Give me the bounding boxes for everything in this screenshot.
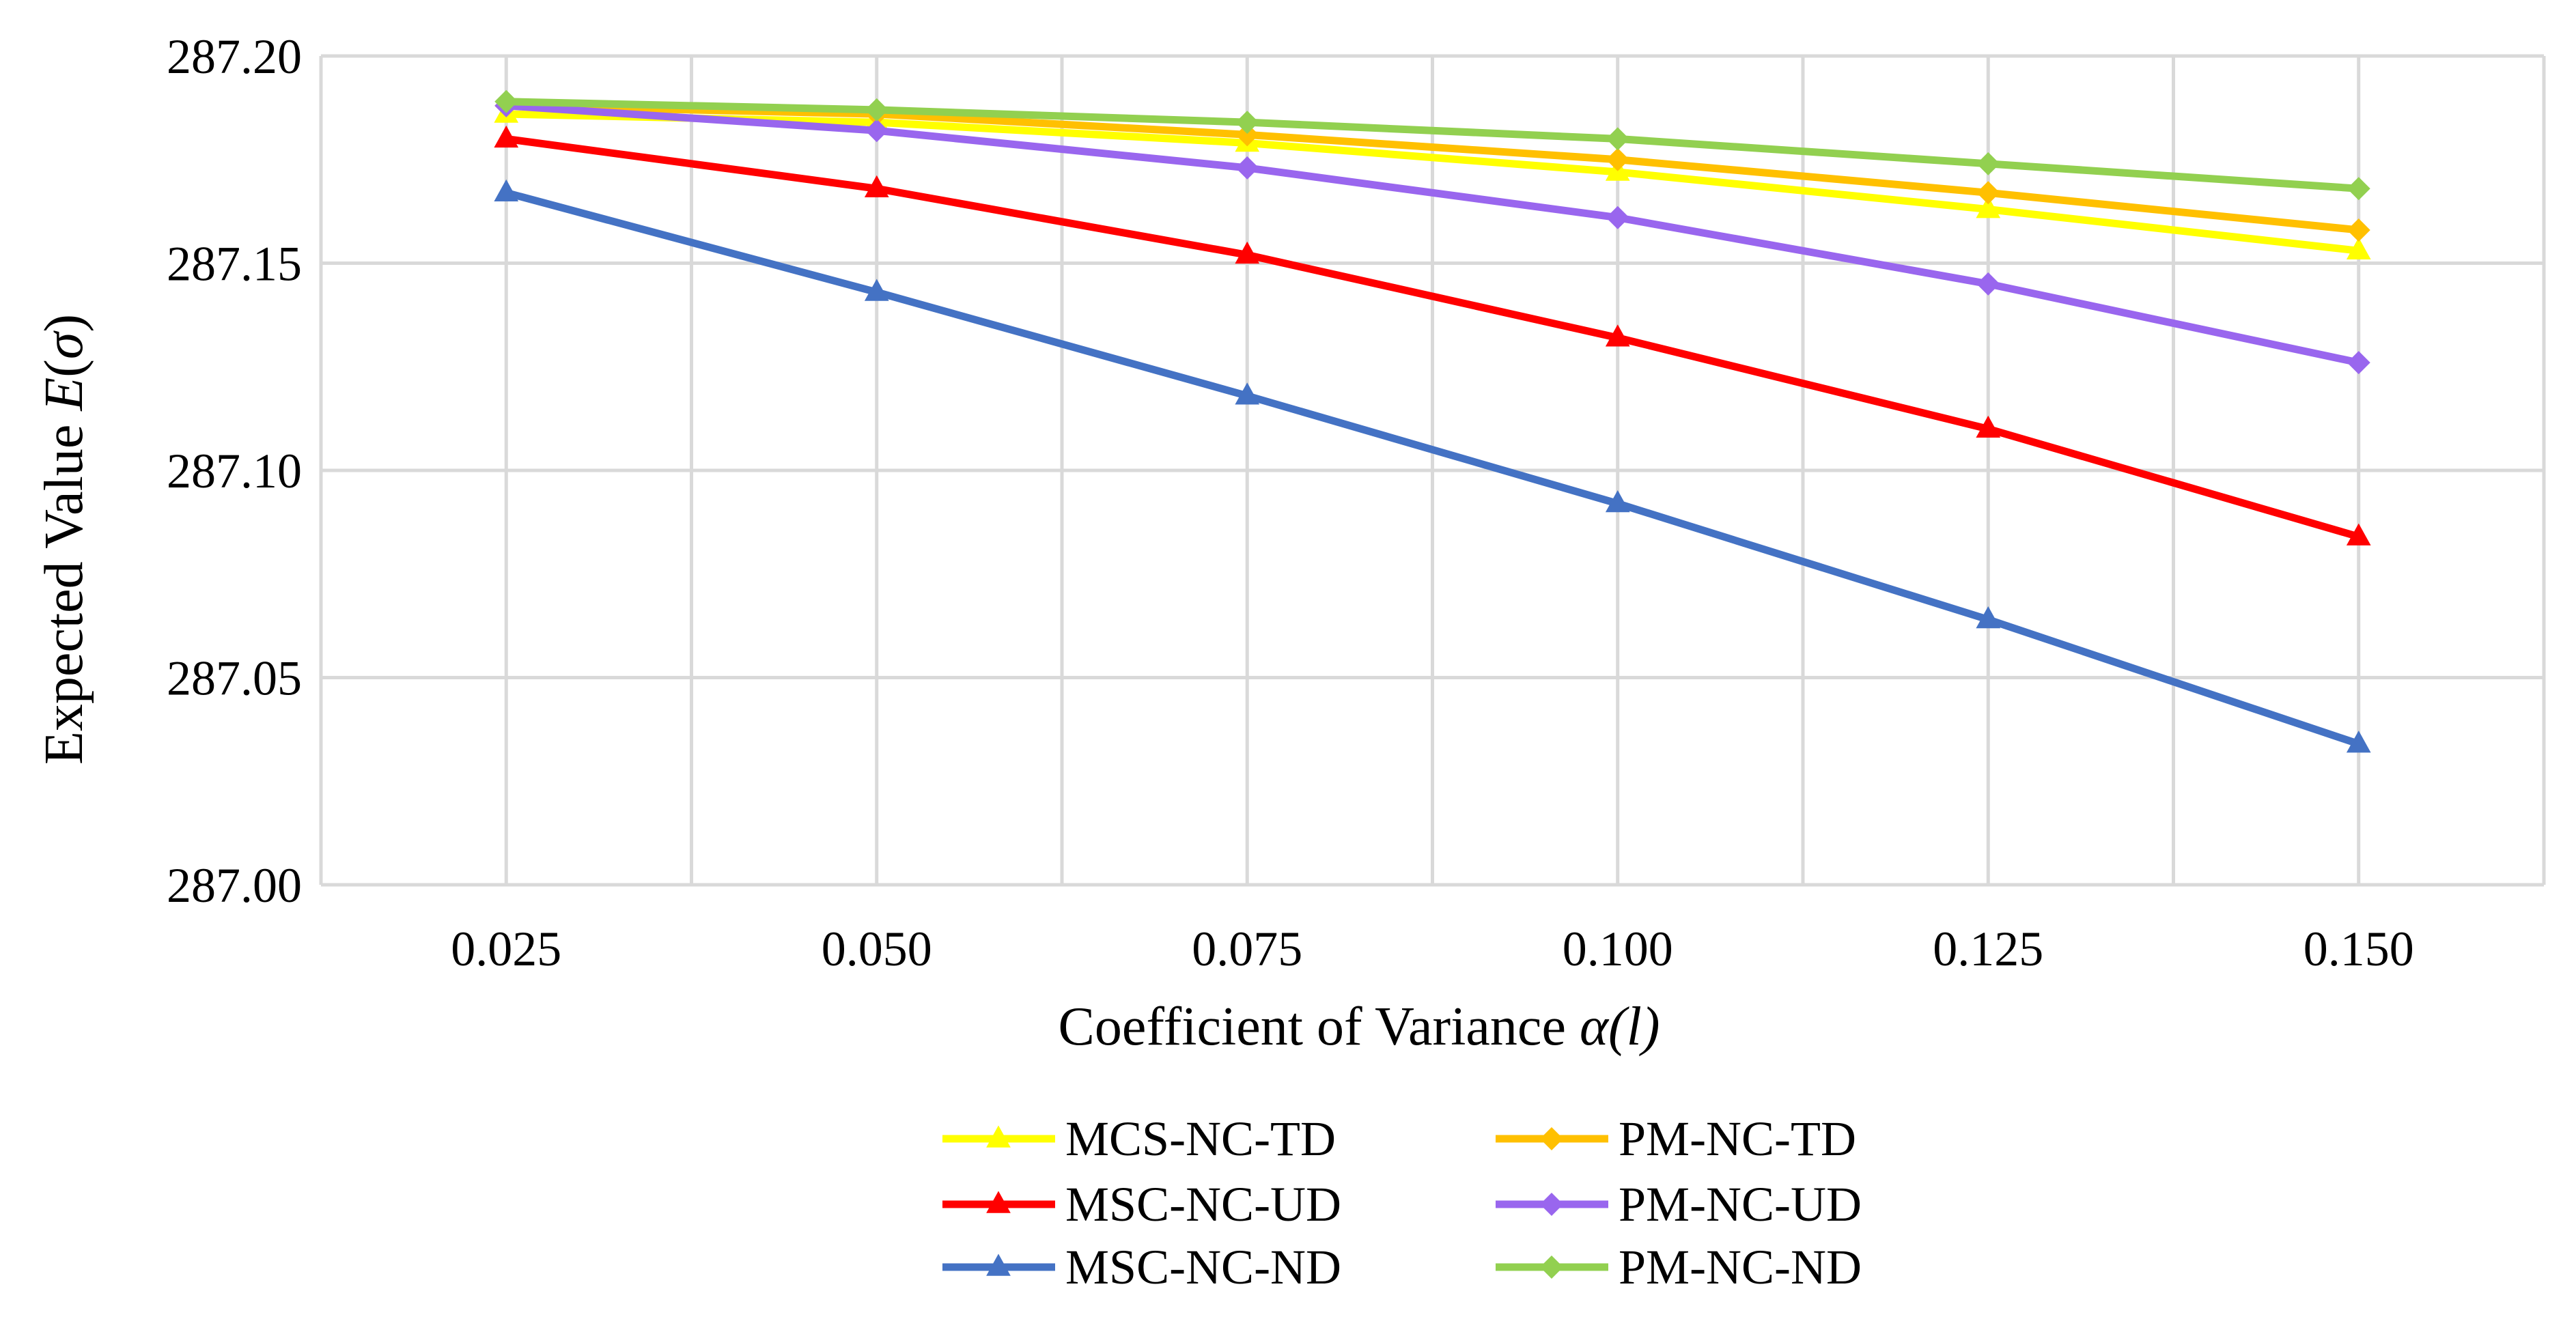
x-tick-label: 0.150 (2304, 922, 2414, 976)
legend-item: MSC-NC-UD (942, 1177, 1341, 1232)
data-point-marker (494, 125, 519, 148)
legend-item: PM-NC-TD (1496, 1111, 1856, 1166)
legend-item: PM-NC-UD (1496, 1177, 1862, 1232)
data-point-marker (494, 179, 519, 202)
data-point-marker (1235, 156, 1259, 180)
data-point-marker (2347, 177, 2370, 201)
x-axis-title-symbol: α(l) (1580, 997, 1660, 1057)
data-point-marker (494, 89, 518, 113)
series-line (502, 102, 2363, 234)
series-msc-nc-nd (494, 179, 2371, 753)
x-tick-label: 0.025 (451, 922, 561, 976)
data-point-marker (1976, 181, 2000, 205)
data-point-marker (2347, 351, 2370, 375)
data-point-marker (1235, 111, 1259, 134)
data-point-marker (1976, 196, 2001, 218)
legend-label: MSC-NC-UD (1065, 1177, 1341, 1232)
data-point-marker (1235, 123, 1259, 147)
legend-swatch-marker (986, 1125, 1011, 1148)
data-point-marker (1976, 152, 2000, 175)
series-line (502, 134, 2363, 541)
y-axis-title: Expected Value E(σ) (34, 314, 94, 765)
y-tick-label: 287.15 (167, 237, 302, 292)
data-point-marker (1976, 272, 2000, 296)
data-point-marker (865, 98, 888, 122)
x-tick-label: 0.050 (822, 922, 932, 976)
legend-label: MSC-NC-ND (1065, 1240, 1341, 1294)
series-line (502, 102, 2363, 367)
data-point-marker (1976, 415, 2001, 438)
data-point-marker (1606, 147, 1629, 171)
data-point-marker (1605, 324, 1630, 347)
y-axis-title-paren-open: ( (34, 359, 94, 378)
legend-label: MCS-NC-TD (1065, 1111, 1336, 1166)
x-axis-title: Coefficient of Variance α(l) (1059, 997, 1660, 1057)
data-point-marker (1235, 382, 1260, 405)
data-point-marker (864, 279, 889, 301)
legend-swatch-marker (986, 1191, 1011, 1213)
series-line (502, 188, 2363, 748)
data-point-marker (864, 175, 889, 197)
x-tick-label: 0.125 (1933, 922, 2043, 976)
y-tick-label: 287.05 (167, 651, 302, 706)
legend-label: PM-NC-UD (1619, 1177, 1862, 1232)
x-tick-label: 0.075 (1192, 922, 1302, 976)
y-axis-title-sigma: σ (34, 330, 94, 359)
y-axis-title-e: E (34, 378, 94, 412)
data-point-marker (1976, 606, 2001, 629)
legend-swatch-marker (986, 1253, 1011, 1276)
data-point-marker (1605, 490, 1630, 513)
legend-swatch-marker (1540, 1193, 1563, 1216)
series-line (502, 98, 2363, 193)
data-point-marker (2347, 218, 2370, 242)
data-point-marker (2346, 523, 2371, 545)
legend-item: PM-NC-ND (1496, 1240, 1862, 1294)
legend-label: PM-NC-ND (1619, 1240, 1862, 1294)
x-axis-title-text: Coefficient of Variance (1059, 997, 1580, 1057)
axes (319, 56, 2546, 887)
tick-labels: 287.00 287.05 287.10 287.15 287.20 0.025 0.050… (167, 29, 2414, 976)
legend-swatch-marker (1540, 1256, 1563, 1279)
y-tick-label: 287.20 (167, 29, 302, 84)
legend-swatch-marker (1540, 1127, 1563, 1150)
data-point-marker (865, 119, 888, 143)
series-line (502, 110, 2363, 255)
y-tick-label: 287.10 (167, 444, 302, 498)
series-pm-nc-nd (494, 89, 2370, 201)
y-tick-label: 287.00 (167, 858, 302, 913)
legend-label: PM-NC-TD (1619, 1111, 1856, 1166)
series-group (494, 89, 2371, 753)
y-axis-title-paren-close: ) (34, 314, 94, 332)
data-point-marker (1606, 205, 1629, 229)
legend: MCS-NC-TD PM-NC-TD MSC-NC-UD PM-NC-UD MSC-NC… (942, 1111, 1862, 1294)
data-point-marker (2346, 237, 2371, 260)
data-point-marker (2346, 731, 2371, 753)
x-tick-label: 0.100 (1563, 922, 1673, 976)
series-msc-nc-ud (494, 125, 2371, 545)
data-point-marker (1606, 127, 1629, 151)
data-point-marker (1235, 241, 1260, 264)
legend-item: MCS-NC-TD (942, 1111, 1336, 1166)
legend-item: MSC-NC-ND (942, 1240, 1341, 1294)
y-axis-title-text: Expected Value (34, 411, 94, 765)
